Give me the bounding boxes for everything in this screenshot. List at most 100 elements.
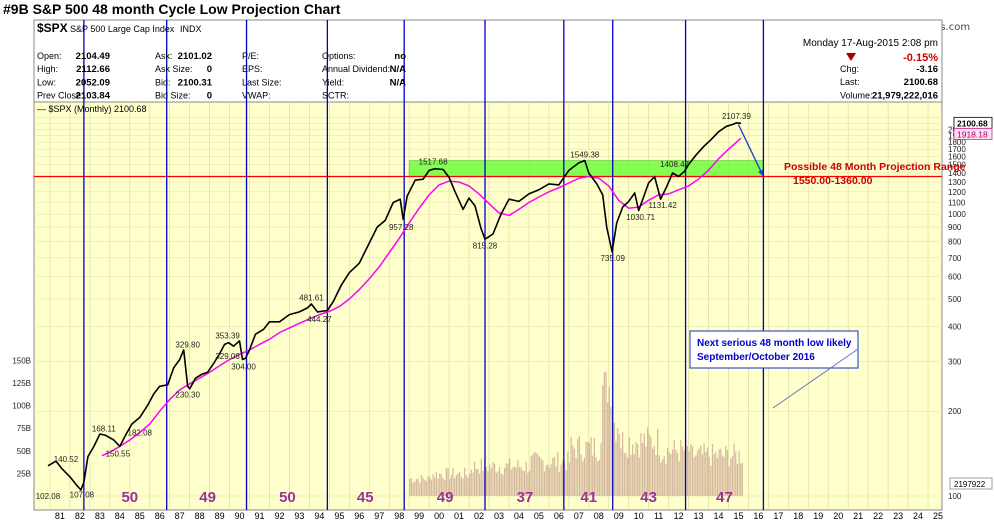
- volume-bar: [533, 452, 536, 496]
- volume-bar: [733, 443, 735, 496]
- index-name: S&P 500 Large Cap Index: [70, 24, 175, 34]
- quote-value: 21,979,222,016: [872, 90, 938, 101]
- volume-bar: [552, 457, 554, 496]
- quote-label: Yield:: [322, 77, 344, 87]
- volume-bar: [420, 474, 423, 496]
- x-tick-label: 18: [793, 511, 803, 521]
- callout-line-2: September/October 2016: [697, 352, 815, 363]
- volume-bar: [691, 446, 694, 496]
- volume-bar: [630, 454, 632, 496]
- quote-panel: [33, 19, 943, 103]
- volume-bar: [477, 469, 479, 496]
- x-tick-label: 91: [254, 511, 264, 521]
- moving-average-line: [101, 137, 742, 457]
- quote-label: Options:: [322, 51, 356, 61]
- price-point-label: 230.30: [175, 390, 200, 399]
- volume-bar: [610, 406, 612, 496]
- quote-label: Ask:: [155, 51, 173, 61]
- volume-bar: [617, 428, 619, 496]
- x-tick-label: 96: [354, 511, 364, 521]
- quote-value: N/A: [390, 64, 407, 75]
- volume-bar: [480, 458, 482, 496]
- volume-bar: [449, 479, 451, 496]
- volume-bar: [568, 462, 571, 496]
- volume-bar: [675, 449, 677, 496]
- volume-bar: [608, 387, 610, 496]
- price-badge-label: 1918.18: [957, 129, 988, 139]
- quote-value: 0: [207, 91, 212, 102]
- volume-bar: [567, 451, 569, 496]
- quote-label: VWAP:: [242, 91, 271, 101]
- volume-bar: [419, 483, 421, 496]
- volume-bar: [535, 452, 537, 496]
- x-tick-label: 83: [95, 511, 105, 521]
- volume-bar: [439, 473, 441, 496]
- x-tick-label: 15: [733, 511, 743, 521]
- volume-bar: [422, 477, 424, 496]
- price-point-label: 102.08: [36, 492, 61, 501]
- volume-bar: [507, 463, 509, 496]
- x-tick-label: 98: [394, 511, 404, 521]
- quote-label: Prev Close:: [37, 91, 84, 101]
- volume-bar: [725, 446, 727, 496]
- projection-arrow: [737, 124, 765, 177]
- volume-bar: [502, 474, 504, 496]
- volume-bar: [450, 474, 452, 496]
- x-tick-label: 07: [574, 511, 584, 521]
- price-point-label: 481.61: [299, 294, 324, 303]
- quote-label: Last:: [840, 77, 860, 87]
- volume-bar: [513, 466, 516, 496]
- cycle-count-label: 47: [716, 489, 733, 506]
- volume-bar: [414, 481, 416, 496]
- price-point-label: 329.80: [175, 340, 200, 349]
- volume-bar: [607, 402, 609, 496]
- volume-bar: [538, 456, 541, 496]
- volume-bar: [510, 469, 512, 496]
- volume-bar: [528, 470, 531, 496]
- volume-bar: [688, 451, 690, 496]
- volume-bar: [440, 474, 443, 496]
- volume-bar: [651, 449, 654, 496]
- volume-bar: [726, 450, 729, 496]
- x-tick-label: 87: [175, 511, 185, 521]
- volume-bar: [666, 448, 669, 496]
- volume-bar: [412, 482, 414, 496]
- x-tick-label: 97: [374, 511, 384, 521]
- volume-bar: [572, 445, 574, 496]
- volume-bar: [658, 455, 660, 496]
- volume-bar: [690, 444, 692, 496]
- quote-value: 2100.68: [904, 77, 938, 88]
- x-tick-label: 88: [195, 511, 205, 521]
- quote-value: no: [394, 51, 406, 62]
- x-tick-label: 82: [75, 511, 85, 521]
- volume-bar: [703, 443, 705, 496]
- price-labels: 102.08 140.52 107.08 168.11 150.55 182.08 329.…: [36, 112, 752, 501]
- x-tick-label: 85: [135, 511, 145, 521]
- price-tick-label: 1600: [948, 153, 966, 162]
- volume-bar: [500, 473, 502, 496]
- volume-bar: [705, 452, 707, 496]
- volume-bar: [462, 478, 464, 496]
- volume-bar: [588, 442, 591, 496]
- volume-bar: [741, 462, 744, 496]
- volume-bar: [540, 458, 542, 496]
- cycle-count-label: 50: [121, 489, 138, 506]
- cycle-count-label: 41: [580, 489, 597, 506]
- datetime-label: Monday 17-Aug-2015 2:08 pm: [803, 38, 938, 49]
- volume-bar: [475, 468, 477, 496]
- price-point-label: 329.08: [215, 352, 240, 361]
- quote-label: Open:: [37, 51, 62, 61]
- volume-bar: [720, 448, 722, 496]
- volume-bar: [663, 456, 665, 496]
- volume-bar: [620, 448, 622, 496]
- cycle-count-label: 49: [437, 489, 454, 506]
- cycle-low-lines: [83, 20, 765, 510]
- x-tick-label: 02: [474, 511, 484, 521]
- volume-bar: [650, 436, 652, 496]
- price-badge-label: 2100.68: [957, 118, 988, 128]
- volume-bar: [640, 433, 642, 496]
- volume-bar: [643, 433, 645, 496]
- price-point-label: 1408.47: [660, 160, 689, 169]
- volume-bar: [646, 427, 649, 496]
- price-point-label: 168.11: [92, 424, 116, 433]
